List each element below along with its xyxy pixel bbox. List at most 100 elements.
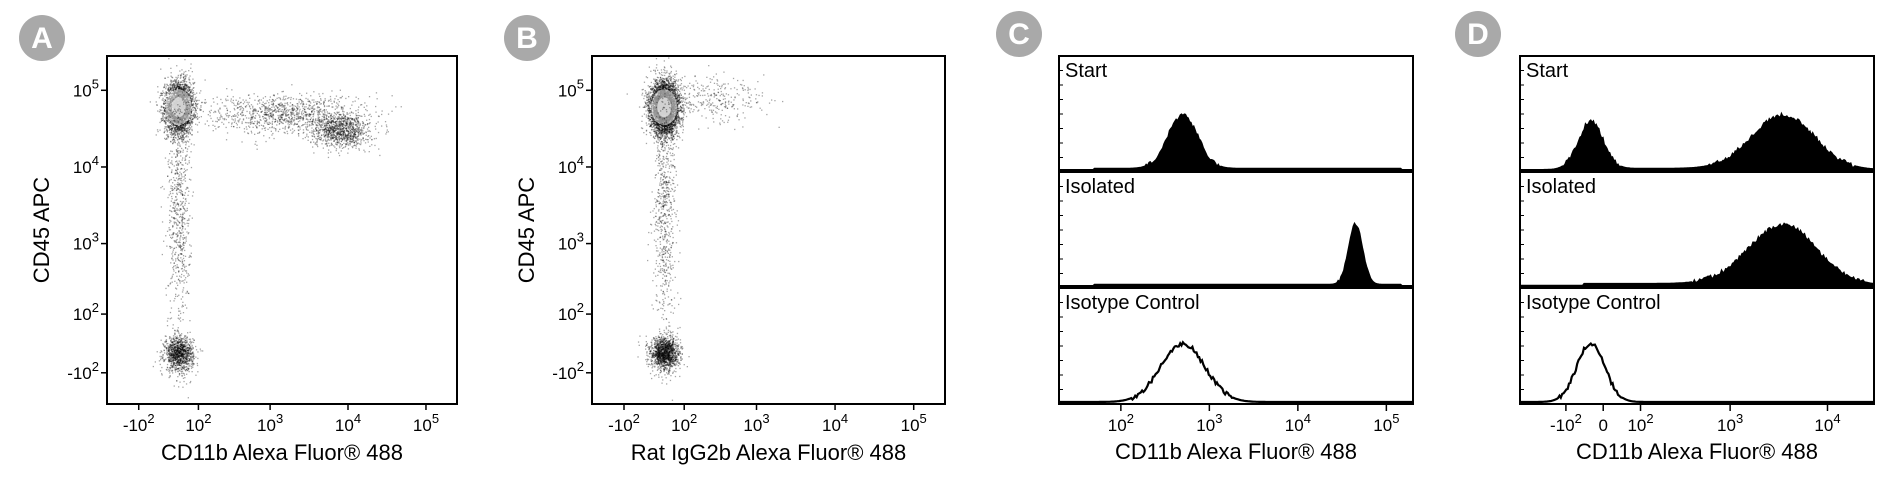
event-dot	[175, 349, 177, 351]
event-dot	[188, 292, 190, 295]
event-dot	[169, 109, 171, 112]
event-dot	[181, 159, 183, 161]
event-dot	[170, 87, 172, 89]
event-dot	[185, 92, 187, 94]
event-dot	[176, 348, 179, 350]
event-dot	[188, 122, 190, 124]
event-dot	[167, 85, 170, 87]
event-dot	[188, 370, 190, 373]
event-dot	[181, 342, 184, 344]
event-dot	[163, 116, 165, 119]
event-dot	[183, 129, 186, 131]
event-dot	[304, 136, 306, 139]
event-dot	[181, 127, 183, 130]
event-dot	[189, 320, 191, 322]
event-dot	[189, 89, 191, 92]
event-dot	[174, 110, 177, 112]
event-dot	[177, 95, 180, 97]
event-dot	[180, 182, 182, 184]
event-dot	[163, 131, 165, 133]
event-dot	[178, 87, 181, 89]
event-dot	[183, 124, 185, 126]
event-dot	[173, 201, 176, 203]
event-dot	[165, 127, 167, 129]
event-dot	[179, 260, 181, 262]
event-dot	[189, 124, 192, 126]
event-dot	[179, 209, 181, 212]
event-dot	[185, 131, 187, 133]
event-dot	[175, 76, 177, 79]
event-dot	[164, 99, 167, 102]
event-dot	[171, 360, 173, 362]
event-dot	[197, 351, 199, 353]
event-dot	[194, 81, 196, 84]
event-dot	[169, 209, 171, 212]
event-dot	[191, 110, 193, 112]
event-dot	[189, 365, 191, 367]
event-dot	[178, 271, 180, 273]
event-dot	[166, 354, 169, 356]
event-dot	[191, 116, 193, 118]
event-dot	[179, 208, 182, 210]
event-dot	[168, 353, 171, 355]
event-dot	[176, 238, 178, 241]
event-dot	[166, 83, 168, 85]
event-dot	[188, 344, 191, 346]
event-dot	[168, 88, 170, 91]
event-dot	[190, 166, 193, 169]
event-dot	[174, 341, 176, 343]
event-dot	[174, 367, 176, 369]
event-dot	[174, 141, 176, 144]
event-dot	[171, 344, 173, 346]
event-dot	[173, 87, 175, 89]
event-dot	[180, 87, 182, 89]
event-dot	[182, 255, 185, 257]
event-dot	[164, 95, 166, 97]
event-dot	[190, 245, 192, 247]
event-dot	[181, 99, 184, 101]
event-dot	[189, 86, 191, 88]
event-dot	[185, 123, 187, 125]
event-dot	[175, 88, 177, 91]
event-dot	[159, 351, 161, 354]
event-dot	[183, 137, 185, 139]
event-dot	[190, 365, 193, 368]
event-dot	[177, 256, 179, 258]
event-dot	[166, 356, 169, 359]
event-dot	[181, 267, 183, 270]
event-dot	[189, 133, 191, 135]
event-dot	[175, 233, 177, 235]
event-dot	[170, 132, 172, 134]
event-dot	[169, 85, 171, 87]
event-dot	[179, 132, 182, 134]
event-dot	[162, 119, 164, 121]
event-dot	[159, 109, 161, 111]
event-dot	[183, 338, 185, 341]
event-dot	[175, 359, 177, 361]
event-dot	[174, 330, 176, 332]
event-dot	[181, 273, 183, 276]
event-dot	[186, 131, 188, 134]
event-dot	[163, 101, 165, 103]
event-dot	[187, 132, 189, 134]
event-dot	[187, 332, 189, 334]
event-dot	[186, 281, 188, 283]
event-dot	[177, 331, 180, 333]
event-dot	[166, 363, 169, 366]
event-dot	[192, 87, 194, 89]
event-dot	[160, 357, 162, 359]
event-dot	[162, 356, 164, 358]
event-dot	[181, 359, 184, 362]
event-dot	[212, 98, 214, 100]
event-dot	[171, 123, 173, 125]
event-dot	[187, 121, 189, 123]
event-dot	[166, 97, 168, 99]
event-dot	[171, 275, 173, 277]
event-dot	[172, 366, 174, 369]
event-dot	[182, 228, 184, 230]
event-dot	[172, 142, 174, 144]
event-dot	[165, 119, 167, 121]
event-dot	[179, 135, 181, 138]
event-dot	[190, 343, 192, 345]
event-dot	[187, 368, 190, 371]
